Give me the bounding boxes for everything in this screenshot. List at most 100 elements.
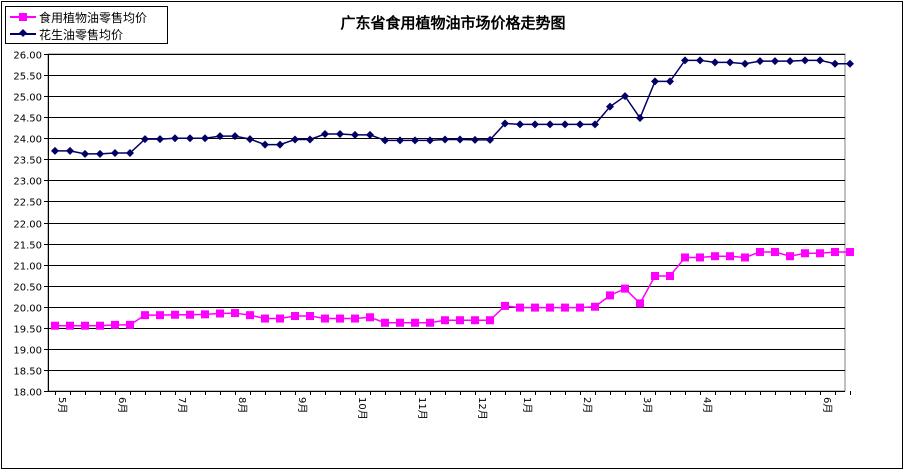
data-point [801, 56, 809, 65]
data-point [516, 303, 524, 312]
plot-area [47, 53, 846, 392]
data-point [231, 309, 239, 318]
x-tick-label: 6月 [821, 397, 833, 413]
data-point [456, 135, 464, 144]
y-tick-label: 23.00 [13, 177, 42, 188]
legend-swatch-vegetable-oil [10, 13, 36, 21]
data-point [276, 140, 284, 149]
data-point [51, 146, 59, 155]
data-point [726, 252, 734, 261]
y-tick-label: 20.50 [13, 283, 42, 294]
data-point [351, 314, 359, 323]
y-tick-label: 25.00 [13, 93, 42, 104]
data-point [96, 149, 104, 158]
data-point [366, 130, 374, 139]
data-point [441, 135, 449, 144]
data-point [231, 132, 239, 141]
data-point [396, 318, 404, 327]
data-point [306, 312, 314, 321]
data-point [756, 247, 764, 256]
chart-title: 广东省食用植物油市场价格走势图 [340, 14, 566, 32]
data-point [186, 310, 194, 319]
y-tick-label: 24.50 [13, 114, 42, 125]
legend-item-peanut-oil: 花生油零售均价 [10, 26, 123, 42]
x-tick-label: 4月 [701, 397, 713, 413]
data-point [351, 130, 359, 139]
x-tick-label: 3月 [641, 397, 653, 413]
data-point [426, 318, 434, 327]
data-point [141, 135, 149, 144]
y-tick-label: 23.50 [13, 156, 42, 167]
data-point [576, 303, 584, 312]
data-point [501, 119, 509, 128]
data-point [546, 303, 554, 312]
data-point [96, 321, 104, 330]
legend-item-vegetable-oil: 食用植物油零售均价 [10, 9, 147, 25]
data-point [471, 135, 479, 144]
data-point [66, 321, 74, 330]
x-tick-label: 9月 [296, 397, 308, 413]
data-point [201, 134, 209, 143]
data-point [666, 77, 674, 86]
y-tick-label: 19.50 [13, 325, 42, 336]
y-tick-label: 18.50 [13, 367, 42, 378]
data-point [171, 310, 179, 319]
legend-label-vegetable-oil: 食用植物油零售均价 [39, 10, 148, 25]
data-point [816, 56, 824, 65]
data-point [336, 130, 344, 139]
data-point [741, 59, 749, 68]
data-point [81, 321, 89, 330]
data-point [381, 318, 389, 327]
x-tick-label: 6月 [116, 397, 128, 413]
data-point [621, 284, 629, 293]
data-point [486, 135, 494, 144]
data-point [471, 316, 479, 325]
data-point [666, 271, 674, 280]
data-point [711, 58, 719, 67]
data-point [126, 320, 134, 329]
data-point [456, 316, 464, 325]
y-tick-label: 25.50 [13, 72, 42, 83]
y-tick-label: 26.00 [13, 51, 42, 62]
data-point [111, 320, 119, 329]
y-tick-label: 21.00 [13, 262, 42, 273]
data-point [321, 314, 329, 323]
data-point [201, 310, 209, 319]
data-point [636, 299, 644, 308]
data-point [786, 252, 794, 261]
data-point [651, 271, 659, 280]
data-point [81, 149, 89, 158]
data-point [561, 303, 569, 312]
legend-swatch-peanut-oil [10, 29, 36, 37]
data-point [261, 314, 269, 323]
data-point [501, 301, 509, 310]
data-point [291, 135, 299, 144]
data-point [246, 311, 254, 320]
data-point [756, 57, 764, 66]
data-point [531, 120, 539, 129]
data-point [396, 136, 404, 145]
data-point [816, 249, 824, 258]
data-point [216, 132, 224, 141]
legend-label-peanut-oil: 花生油零售均价 [39, 27, 124, 42]
data-point [306, 135, 314, 144]
data-point [156, 135, 164, 144]
y-tick-label: 18.00 [13, 388, 42, 399]
y-tick-label: 20.00 [13, 304, 42, 315]
data-point [381, 136, 389, 145]
x-tick-label: 8月 [236, 397, 248, 413]
data-point [171, 134, 179, 143]
data-point [66, 146, 74, 155]
legend-diamond-marker [19, 29, 27, 37]
data-point [486, 316, 494, 325]
data-point [831, 59, 839, 68]
data-point [321, 130, 329, 139]
data-point [411, 318, 419, 327]
data-point [426, 136, 434, 145]
y-tick-label: 21.50 [13, 241, 42, 252]
data-point [846, 247, 854, 256]
data-point [696, 253, 704, 262]
data-point [516, 120, 524, 129]
data-point [291, 312, 299, 321]
